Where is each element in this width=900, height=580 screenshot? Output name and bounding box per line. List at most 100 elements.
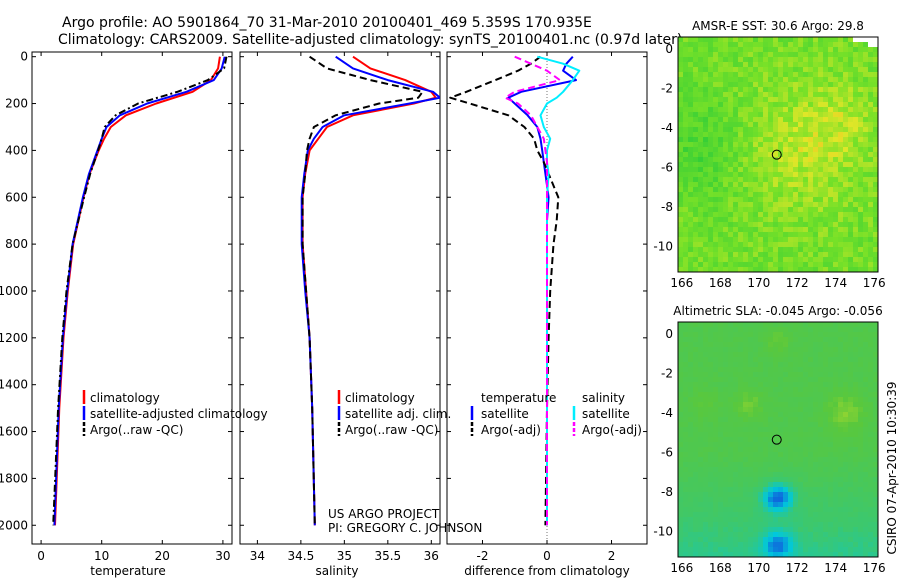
- sla-map-cell: [713, 547, 719, 553]
- sla-map-cell: [833, 497, 839, 503]
- sla-map-cell: [758, 342, 764, 348]
- sst-map-cell: [773, 182, 779, 188]
- sla-map-cell: [788, 492, 794, 498]
- sst-map-lat-label: -2: [661, 81, 673, 95]
- sst-map-cell: [778, 57, 784, 63]
- sla-map-cell: [708, 537, 714, 543]
- sla-map-cell: [688, 522, 694, 528]
- sla-map-cell: [808, 472, 814, 478]
- sla-map-cell: [783, 402, 789, 408]
- sst-map-cell: [758, 77, 764, 83]
- sst-map-cell: [798, 252, 804, 258]
- sst-map-cell: [768, 82, 774, 88]
- sla-map-cell: [748, 337, 754, 343]
- sla-map-cell: [788, 382, 794, 388]
- sla-map-cell: [693, 532, 699, 538]
- sla-map-cell: [813, 327, 819, 333]
- sla-map-cell: [753, 467, 759, 473]
- sla-map-cell: [713, 482, 719, 488]
- sla-map-cell: [803, 447, 809, 453]
- sla-map-cell: [783, 462, 789, 468]
- sst-map-cell: [808, 172, 814, 178]
- sst-map-cell: [778, 227, 784, 233]
- sla-map-cell: [808, 337, 814, 343]
- sst-map-cell: [763, 42, 769, 48]
- land-mask-cell: [873, 42, 878, 48]
- sst-map-cell: [738, 167, 744, 173]
- sla-map-cell: [738, 342, 744, 348]
- sst-map-cell: [783, 47, 789, 53]
- sla-map-cell: [863, 422, 869, 428]
- sst-map-cell: [798, 37, 804, 43]
- sst-map-cell: [843, 177, 849, 183]
- depth-tick-label: 1200: [0, 331, 28, 345]
- sst-map-cell: [773, 77, 779, 83]
- sla-map-cell: [678, 497, 684, 503]
- sst-map-cell: [748, 187, 754, 193]
- sst-map-cell: [693, 112, 699, 118]
- sla-map-cell: [868, 472, 874, 478]
- sst-map-cell: [753, 167, 759, 173]
- sst-map-cell: [698, 257, 704, 263]
- sla-map-cell: [718, 542, 724, 548]
- sla-map-cell: [823, 382, 829, 388]
- sla-map-cell: [873, 442, 878, 448]
- sla-map-cell: [743, 502, 749, 508]
- sst-map-cell: [778, 157, 784, 163]
- sst-map-cell: [708, 127, 714, 133]
- sst-map-cell: [858, 222, 864, 228]
- sla-map-cell: [863, 487, 869, 493]
- sst-map-cell: [848, 117, 854, 123]
- sla-map-cell: [833, 422, 839, 428]
- sla-map-cell: [693, 407, 699, 413]
- sla-map-cell: [808, 447, 814, 453]
- sst-map-cell: [823, 72, 829, 78]
- sla-map-cell: [703, 492, 709, 498]
- sla-map-cell: [728, 552, 734, 557]
- sst-map-cell: [678, 237, 684, 243]
- sla-map-cell: [853, 502, 859, 508]
- sst-map-cell: [778, 127, 784, 133]
- sst-map-cell: [803, 142, 809, 148]
- sla-map-cell: [798, 422, 804, 428]
- sla-map-cell: [728, 542, 734, 548]
- sla-map-cell: [768, 412, 774, 418]
- sla-map-cell: [753, 407, 759, 413]
- sst-map-cell: [713, 77, 719, 83]
- sla-map-cell: [848, 442, 854, 448]
- sla-map-cell: [698, 457, 704, 463]
- sla-map-cell: [703, 327, 709, 333]
- sla-map-cell: [743, 482, 749, 488]
- sla-map-cell: [778, 387, 784, 393]
- sst-map-cell: [828, 152, 834, 158]
- sst-map-cell: [678, 82, 684, 88]
- sst-map-cell: [783, 42, 789, 48]
- sst-map-cell: [818, 252, 824, 258]
- sst-map-cell: [703, 137, 709, 143]
- sla-map-cell: [823, 422, 829, 428]
- sla-map-cell: [768, 427, 774, 433]
- sla-map-cell: [863, 507, 869, 513]
- sst-map-cell: [843, 72, 849, 78]
- sst-map-cell: [693, 172, 699, 178]
- sst-map-cell: [738, 72, 744, 78]
- sla-map-cell: [858, 327, 864, 333]
- sla-map-cell: [803, 357, 809, 363]
- sst-map-cell: [828, 72, 834, 78]
- sla-map-cell: [848, 447, 854, 453]
- sla-map-cell: [798, 332, 804, 338]
- sst-map-cell: [758, 137, 764, 143]
- sla-map-cell: [693, 477, 699, 483]
- sst-map-cell: [863, 187, 869, 193]
- sla-map-cell: [748, 432, 754, 438]
- sla-map-cell: [743, 397, 749, 403]
- sla-map-cell: [703, 382, 709, 388]
- sla-map-cell: [868, 392, 874, 398]
- sst-map-cell: [688, 117, 694, 123]
- sst-map-cell: [728, 177, 734, 183]
- sla-map-cell: [778, 392, 784, 398]
- sla-map-cell: [798, 342, 804, 348]
- sst-map-cell: [828, 47, 834, 53]
- sla-map-cell: [718, 422, 724, 428]
- sst-map-cell: [773, 142, 779, 148]
